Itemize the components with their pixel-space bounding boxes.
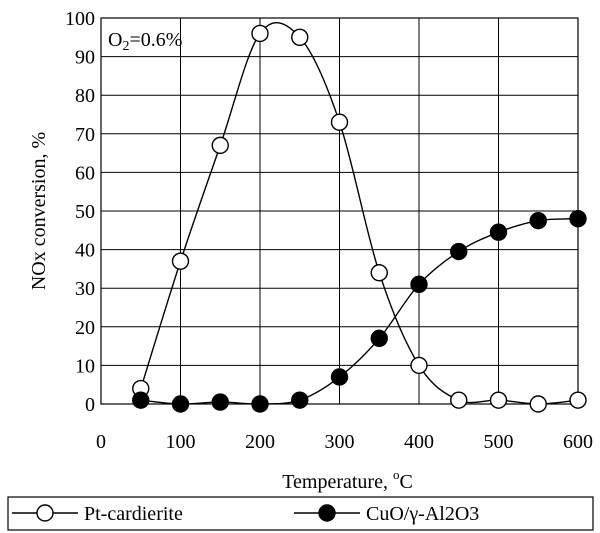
y-tick-label: 90 (75, 47, 95, 69)
y-tick-label: 80 (75, 85, 95, 107)
series-1-point (171, 252, 190, 270)
series (132, 22, 587, 413)
series-2-point (330, 368, 349, 386)
series-1-point (410, 356, 428, 375)
series-1-point (450, 391, 468, 409)
annotation-prefix: O (108, 29, 122, 51)
x-tick-label: 100 (166, 431, 196, 453)
series-1-point (330, 113, 349, 131)
series-2-point (489, 223, 508, 241)
series-2-line (140, 218, 579, 405)
series-1-line (140, 22, 579, 405)
series-1-point (489, 391, 508, 409)
y-tick-label: 100 (65, 8, 95, 30)
x-axis-label-unit: C (399, 471, 412, 493)
series-1-point (370, 264, 388, 282)
legend-label-series-1: Pt-cardierite (84, 503, 183, 525)
grid (100, 17, 579, 405)
annotation-suffix: =0.6% (129, 29, 182, 51)
y-tick-label: 70 (75, 124, 95, 146)
series-2-point (529, 211, 547, 230)
y-tick-label: 50 (75, 201, 95, 223)
legend: Pt-cardierite CuO/γ-Al2O3 (7, 496, 594, 531)
series-2-point (410, 275, 428, 294)
y-tick-label: 60 (75, 162, 95, 184)
legend-marker-series-1 (36, 504, 54, 522)
series-2-point (291, 391, 309, 409)
legend-marker-series-2 (318, 504, 336, 522)
legend-label-series-2: CuO/γ-Al2O3 (366, 503, 479, 525)
x-tick-label: 0 (96, 431, 106, 453)
series-1-point (251, 24, 269, 43)
y-tick-label: 40 (75, 240, 95, 262)
series-2 (132, 210, 587, 413)
x-tick-label: 600 (563, 431, 593, 453)
series-2-point (211, 393, 229, 411)
x-tick-label: 200 (245, 431, 275, 453)
legend-items: Pt-cardierite CuO/γ-Al2O3 (12, 503, 479, 525)
x-axis-label: Temperature, oC (282, 467, 413, 493)
series-2-point (450, 242, 468, 261)
annotation-subscript: 2 (122, 39, 129, 54)
tick-labels: 0 10 20 30 40 50 60 70 80 90 100 0 100 200 300 400 500 60… (65, 8, 593, 453)
series-2-point (251, 395, 269, 413)
series-1-point (529, 395, 547, 413)
x-tick-label: 500 (484, 431, 514, 453)
series-1-point (291, 28, 309, 46)
series-1-point (211, 136, 229, 155)
annotation-oxygen: O2=0.6% (108, 29, 182, 54)
series-1 (132, 22, 587, 413)
y-tick-label: 0 (85, 394, 95, 416)
series-1-point (569, 391, 587, 409)
y-axis-label: NOx conversion, % (28, 132, 50, 290)
series-2-point (569, 210, 587, 228)
series-2-point (370, 329, 388, 348)
y-tick-label: 30 (75, 278, 95, 300)
y-tick-label: 20 (75, 317, 95, 339)
series-2-point (132, 391, 150, 409)
series-2-point (171, 395, 190, 413)
x-axis-label-degree: o (393, 467, 400, 482)
x-axis-label-main: Temperature, (282, 471, 393, 493)
y-tick-label: 10 (75, 355, 95, 377)
x-tick-label: 400 (404, 431, 434, 453)
x-tick-label: 300 (325, 431, 355, 453)
